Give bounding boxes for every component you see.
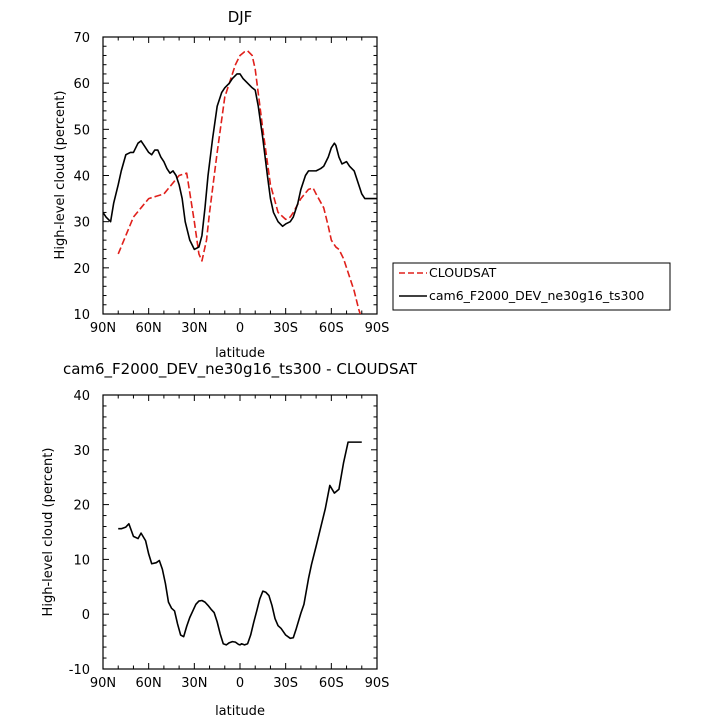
- legend-label-cloudsat: CLOUDSAT: [429, 265, 497, 280]
- y-tick-label-2: 10: [73, 553, 90, 568]
- top-panel-ticks: 90N 60N 30N 0 30S 60S 90S 10 20 30 40 50 60 70: [73, 31, 389, 336]
- x-tick-label-1: 60N: [136, 676, 162, 691]
- y-tick-label-3: 20: [73, 499, 90, 514]
- x-tick-label-6: 90S: [365, 321, 390, 336]
- top-panel-title: DJF: [228, 8, 253, 26]
- y-tick-label-2: 30: [73, 216, 90, 231]
- x-tick-label-5: 60S: [319, 676, 344, 691]
- legend: CLOUDSAT cam6_F2000_DEV_ne30g16_ts300: [392, 262, 671, 311]
- series-line-difference: [118, 441, 362, 646]
- bottom-panel-title: cam6_F2000_DEV_ne30g16_ts300 - CLOUDSAT: [63, 360, 418, 379]
- y-tick-label-5: 60: [73, 77, 90, 92]
- x-tick-label-1: 60N: [136, 321, 162, 336]
- x-tick-label-2: 30N: [181, 321, 207, 336]
- x-tick-label-4: 30S: [273, 321, 298, 336]
- x-tick-label-2: 30N: [181, 676, 207, 691]
- legend-box: [392, 262, 671, 311]
- top-panel-frame: [102, 36, 378, 315]
- y-tick-label-4: 30: [73, 444, 90, 459]
- x-tick-label-3: 0: [236, 321, 244, 336]
- y-tick-label-0: 10: [73, 308, 90, 323]
- bottom-panel-series: [118, 441, 362, 646]
- top-panel-series: [103, 50, 377, 314]
- bottom-panel-ticks: 90N 60N 30N 0 30S 60S 90S -10 0 10 20 30 40: [69, 389, 390, 691]
- top-panel-x-axis-label: latitude: [215, 346, 265, 361]
- top-panel-y-axis-label: High-level cloud (percent): [53, 91, 68, 260]
- top-panel: DJF 90N 60N 30N 0 30S 60S 90S 10 20 30 40 50 60 70 la…: [53, 8, 389, 361]
- y-tick-label-1: 0: [82, 608, 90, 623]
- bottom-panel-frame: [102, 394, 378, 670]
- x-tick-label-4: 30S: [273, 676, 298, 691]
- series-line-cloudsat: [117, 50, 362, 314]
- y-tick-label-3: 40: [73, 170, 90, 185]
- bottom-panel-y-axis-label: High-level cloud (percent): [41, 448, 56, 617]
- y-tick-label-6: 70: [73, 31, 90, 46]
- x-tick-label-0: 90N: [90, 676, 116, 691]
- x-tick-label-6: 90S: [365, 676, 390, 691]
- x-tick-label-0: 90N: [90, 321, 116, 336]
- bottom-panel-x-axis-label: latitude: [215, 704, 265, 719]
- bottom-panel: cam6_F2000_DEV_ne30g16_ts300 - CLOUDSAT …: [41, 360, 418, 719]
- y-tick-label-5: 40: [73, 389, 90, 404]
- y-tick-label-4: 50: [73, 123, 90, 138]
- y-tick-label-0: -10: [69, 663, 90, 678]
- y-tick-label-1: 20: [73, 262, 90, 277]
- legend-label-cam6: cam6_F2000_DEV_ne30g16_ts300: [429, 288, 644, 303]
- series-line-cam6-f2000-dev-ne30g16-ts300: [103, 73, 377, 251]
- x-tick-label-3: 0: [236, 676, 244, 691]
- x-tick-label-5: 60S: [319, 321, 344, 336]
